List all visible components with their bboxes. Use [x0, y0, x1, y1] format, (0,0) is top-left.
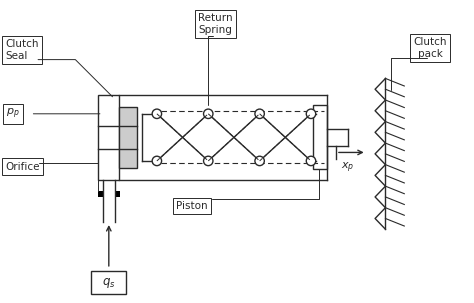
- Circle shape: [306, 156, 316, 166]
- Bar: [313, 105, 327, 169]
- Circle shape: [306, 109, 316, 118]
- Text: Return
Spring: Return Spring: [199, 13, 233, 35]
- Circle shape: [203, 109, 213, 118]
- Circle shape: [255, 156, 264, 166]
- Bar: [91, 271, 127, 294]
- Circle shape: [255, 109, 264, 118]
- Text: $x_p$: $x_p$: [341, 160, 354, 175]
- Bar: [98, 95, 119, 180]
- Text: Clutch
pack: Clutch pack: [413, 37, 447, 58]
- Text: Piston: Piston: [176, 201, 208, 211]
- Text: $p_p$: $p_p$: [6, 107, 20, 121]
- Bar: [98, 191, 103, 197]
- Text: Orifice: Orifice: [5, 161, 40, 171]
- Text: Clutch
Seal: Clutch Seal: [5, 39, 39, 61]
- Circle shape: [152, 109, 162, 118]
- Circle shape: [152, 156, 162, 166]
- Bar: [115, 191, 120, 197]
- Text: $q_s$: $q_s$: [102, 275, 116, 289]
- Circle shape: [203, 156, 213, 166]
- Bar: [119, 107, 137, 168]
